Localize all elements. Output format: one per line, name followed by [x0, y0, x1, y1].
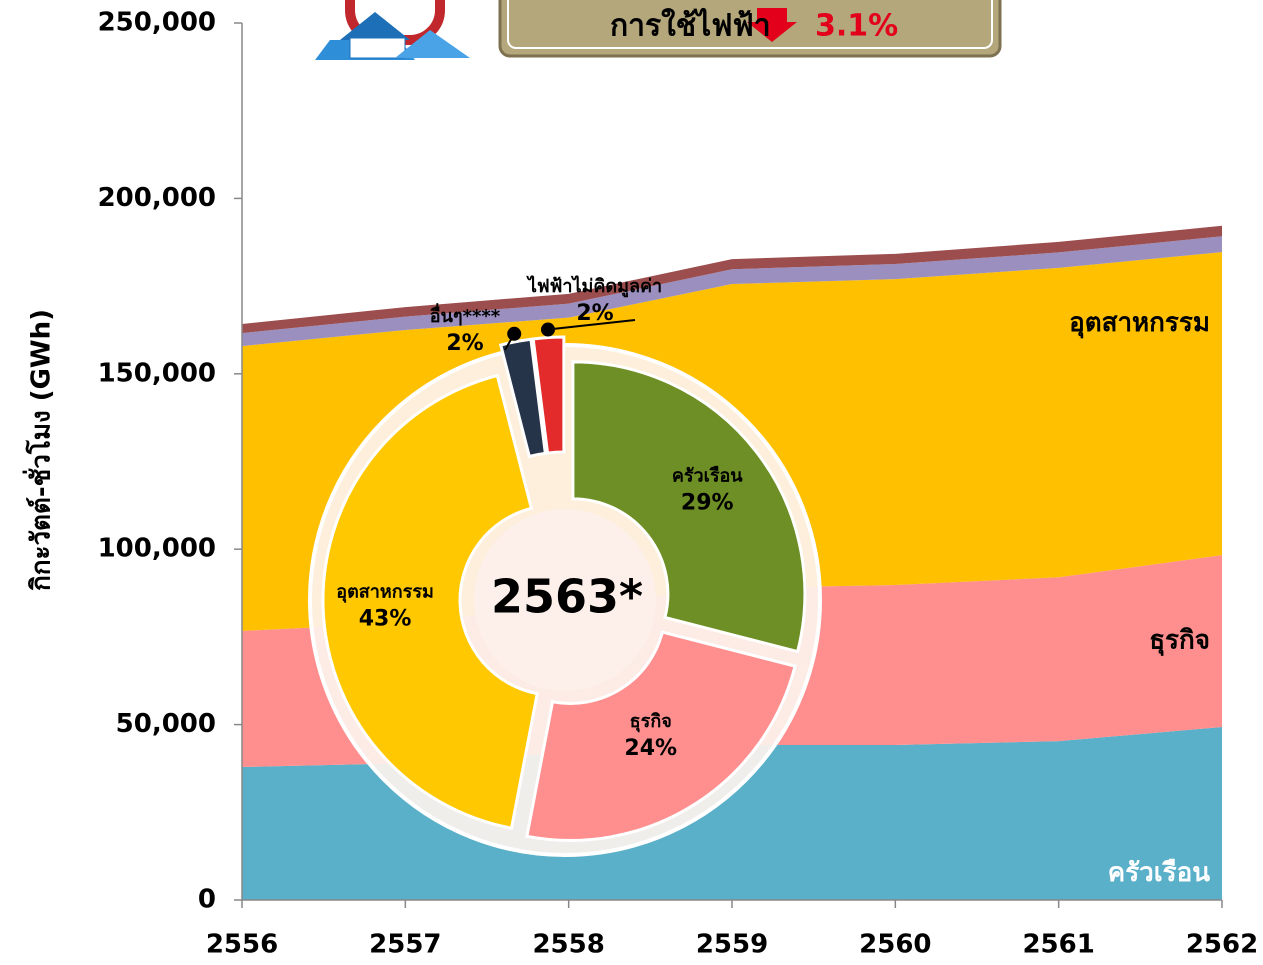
pie-slice — [525, 630, 797, 842]
annotation-text: การใช้ไฟฟ้า — [610, 8, 771, 44]
series-label: ธุรกิจ — [1149, 626, 1210, 657]
pie-title: 2563* — [491, 570, 643, 624]
x-tick-label: 2562 — [1186, 930, 1258, 960]
pie-label: ครัวเรือน — [672, 466, 743, 487]
series-label: อุตสาหกรรม — [1069, 308, 1210, 339]
house-roof — [340, 12, 410, 40]
x-tick-label: 2557 — [369, 930, 441, 960]
area-band — [242, 225, 1222, 334]
x-tick-label: 2560 — [859, 930, 931, 960]
leader-dot — [540, 322, 555, 337]
leader-dot — [507, 326, 522, 341]
banner-box — [498, 0, 1002, 58]
y-tick-label: 200,000 — [98, 183, 216, 213]
annotation-change: 3.1% — [815, 9, 898, 44]
area-band — [242, 236, 1222, 347]
pie-label: อื่นๆ**** — [430, 303, 501, 327]
pie-slice — [321, 373, 539, 830]
down-arrow — [747, 8, 797, 42]
pie-hole — [474, 509, 656, 691]
pie-slice — [498, 337, 548, 459]
pie-value-label: 2% — [576, 301, 613, 326]
banner-inner — [507, 0, 993, 49]
pie-slice — [571, 360, 807, 654]
pie-value-label: 43% — [359, 607, 412, 632]
pie-label: ไฟฟ้าไม่คิดมูลค่า — [526, 275, 662, 298]
pie-label: อุตสาหกรรม — [336, 582, 434, 604]
pie-value-label: 29% — [681, 491, 734, 516]
x-tick-label: 2556 — [206, 930, 278, 960]
y-tick-label: 250,000 — [98, 8, 216, 38]
y-tick-label: 100,000 — [98, 534, 216, 564]
y-axis-title: กิกะวัตต์-ชั่วโมง (GWh) — [22, 309, 57, 591]
y-tick-label: 50,000 — [116, 709, 216, 739]
leader-line — [547, 319, 636, 331]
pie-label: ธุรกิจ — [630, 711, 672, 733]
banner — [315, 0, 1002, 60]
pie-value-label: 2% — [446, 331, 483, 356]
house-body — [349, 37, 406, 59]
series-label: ครัวเรือน — [1108, 858, 1210, 888]
pie-slice — [531, 335, 566, 455]
y-tick-label: 150,000 — [98, 358, 216, 388]
x-tick-label: 2561 — [1022, 930, 1094, 960]
y-tick-label: 0 — [198, 885, 216, 915]
pie-value-label: 24% — [624, 736, 677, 761]
x-tick-label: 2559 — [696, 930, 768, 960]
x-tick-label: 2558 — [532, 930, 604, 960]
house-roof-2 — [395, 30, 470, 58]
